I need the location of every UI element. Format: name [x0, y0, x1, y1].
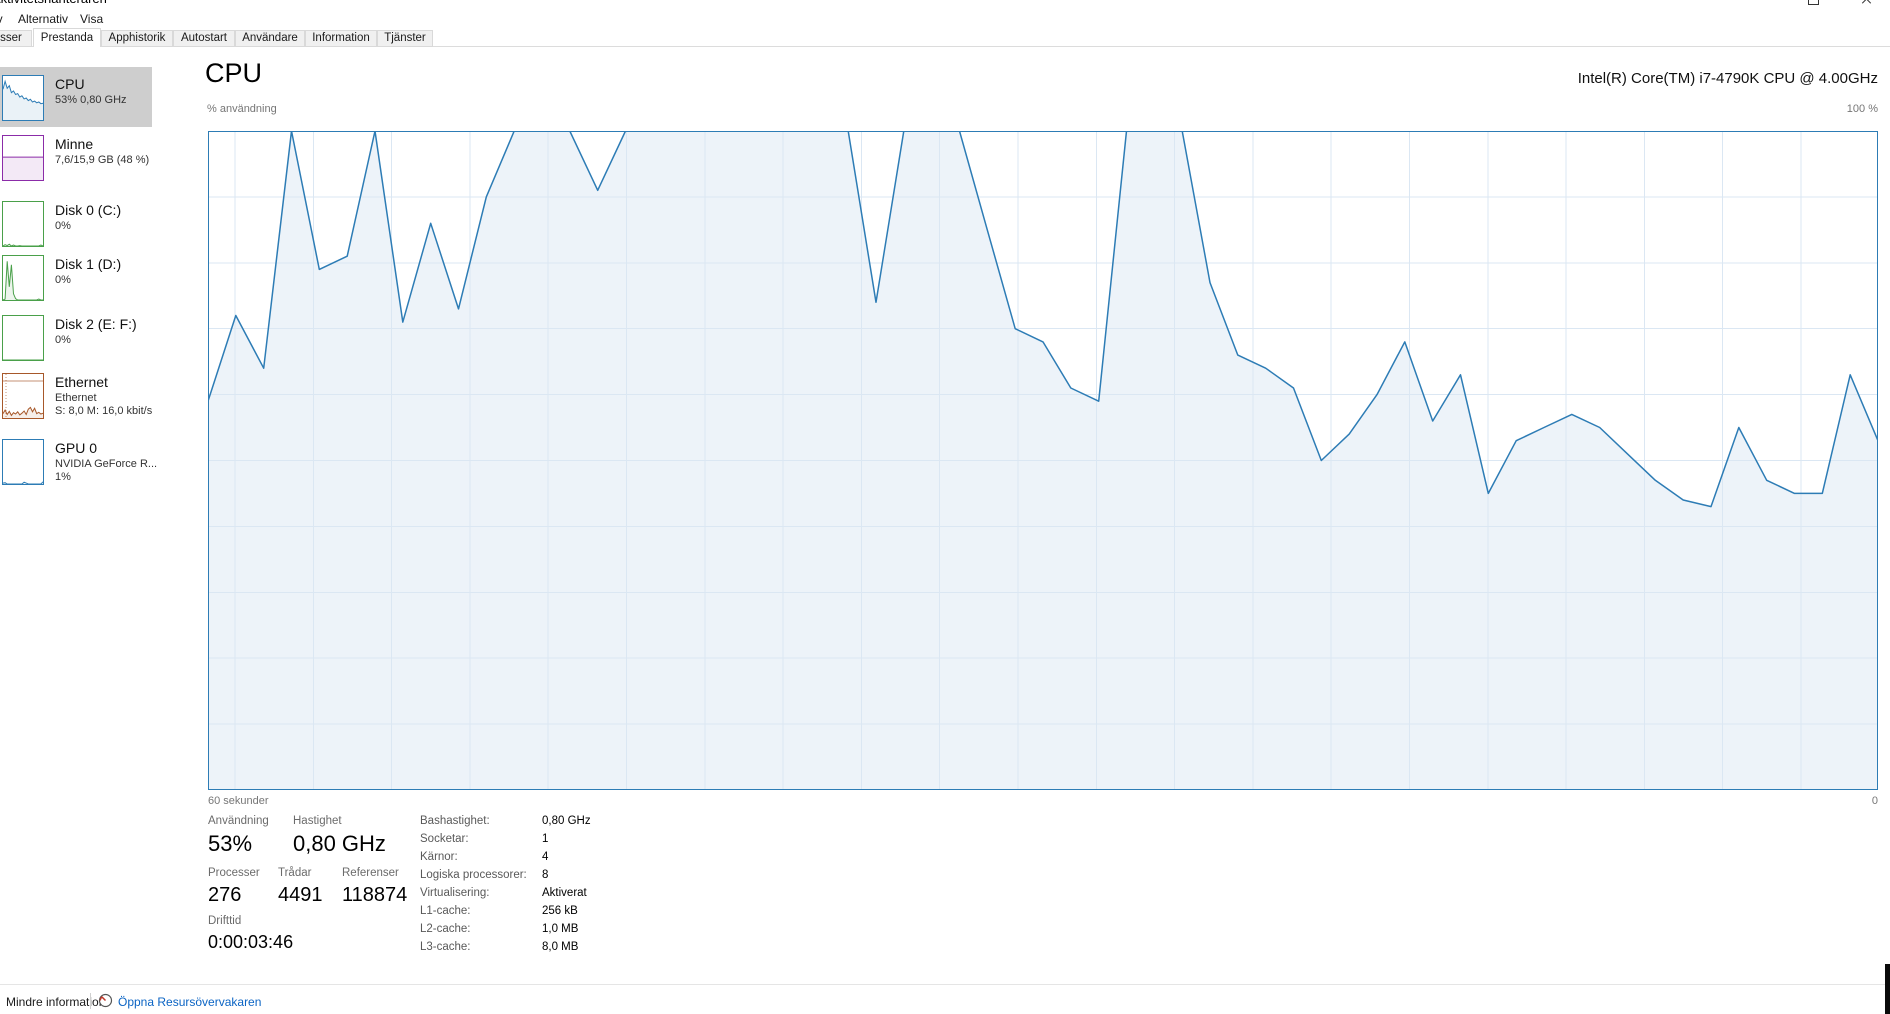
tab-strip-baseline [0, 46, 1890, 47]
menu-bar: Arkiv Alternativ Visa [0, 9, 1890, 28]
threads-value: 4491 [278, 884, 323, 906]
tab-strip: Processer Prestanda Apphistorik Autostar… [0, 28, 1890, 47]
sockets-label: Socketar: [420, 833, 469, 845]
sidebar-item-subtitle2: S: 8,0 M: 16,0 kbit/s [55, 405, 153, 417]
uptime-label: Drifttid [208, 915, 242, 927]
cores-value: 4 [542, 851, 549, 863]
chart-y-axis-label: % användning [207, 103, 277, 115]
tab-tjanster[interactable]: Tjänster [377, 30, 433, 47]
usage-label: Användning [208, 815, 269, 827]
logical-processors-label: Logiska processorer: [420, 869, 527, 881]
handles-value: 118874 [342, 884, 408, 906]
tab-processer[interactable]: Processer [0, 30, 32, 47]
tab-information[interactable]: Information [305, 30, 377, 47]
disk1-mini-chart-icon [2, 255, 44, 301]
menu-alternativ[interactable]: Alternativ [18, 12, 69, 26]
sidebar-item-subtitle: 7,6/15,9 GB (48 %) [55, 154, 150, 166]
resource-monitor-icon [98, 993, 113, 1008]
page-title: CPU [205, 58, 263, 88]
sidebar-item-disk2[interactable]: Disk 2 (E: F:) 0% [0, 307, 152, 367]
close-icon[interactable] [1861, 0, 1872, 4]
processes-value: 276 [208, 884, 242, 906]
sidebar-item-disk1[interactable]: Disk 1 (D:) 0% [0, 247, 152, 307]
logical-processors-value: 8 [542, 869, 549, 881]
sidebar-item-subtitle: 53% 0,80 GHz [55, 94, 127, 106]
l1-cache-value: 256 kB [542, 905, 578, 917]
virtualization-value: Aktiverat [542, 887, 587, 899]
sidebar-item-title: Ethernet [55, 374, 108, 390]
sidebar-item-title: Disk 1 (D:) [55, 256, 122, 272]
sidebar-item-subtitle: Ethernet [55, 392, 97, 404]
l3-cache-label: L3-cache: [420, 941, 471, 953]
sidebar-item-ethernet[interactable]: Ethernet Ethernet S: 8,0 M: 16,0 kbit/s [0, 365, 152, 425]
l2-cache-label: L2-cache: [420, 923, 471, 935]
sidebar-item-memory[interactable]: Minne 7,6/15,9 GB (48 %) [0, 127, 152, 187]
disk2-mini-chart-icon [2, 315, 44, 361]
sidebar-item-cpu[interactable]: CPU 53% 0,80 GHz [0, 67, 152, 127]
screen-edge-artifact [1885, 964, 1890, 1014]
less-details-button[interactable]: Mindre information [6, 995, 106, 1009]
sidebar-item-subtitle: 0% [55, 220, 71, 232]
cpu-mini-chart-icon [2, 75, 44, 121]
chart-x-right-label: 0 [1871, 795, 1878, 807]
chart-x-left-label: 60 sekunder [208, 795, 269, 807]
handles-label: Referenser [342, 867, 399, 879]
title-bar: Aktivitetshanteraren [0, 0, 1890, 9]
tab-autostart[interactable]: Autostart [173, 30, 235, 47]
virtualization-label: Virtualisering: [420, 887, 490, 899]
threads-label: Trådar [278, 867, 312, 879]
cores-label: Kärnor: [420, 851, 458, 863]
l2-cache-value: 1,0 MB [542, 923, 579, 935]
tab-prestanda[interactable]: Prestanda [33, 28, 101, 47]
ethernet-mini-chart-icon [2, 373, 44, 419]
base-speed-value: 0,80 GHz [542, 815, 591, 827]
sidebar-item-title: GPU 0 [55, 440, 98, 456]
base-speed-label: Bashastighet: [420, 815, 490, 827]
sidebar-item-title: Minne [55, 136, 94, 152]
menu-arkiv[interactable]: Arkiv [0, 12, 3, 26]
performance-sidebar: CPU 53% 0,80 GHz Minne 7,6/15,9 GB (48 %… [0, 47, 157, 985]
footer-separator [90, 993, 91, 1009]
l1-cache-label: L1-cache: [420, 905, 471, 917]
uptime-value: 0:00:03:46 [208, 932, 294, 952]
tab-anvandare[interactable]: Användare [235, 30, 305, 47]
sidebar-item-title: Disk 0 (C:) [55, 202, 122, 218]
gpu-mini-chart-icon [2, 439, 44, 485]
cpu-usage-chart-svg [207, 130, 1879, 790]
tab-apphistorik[interactable]: Apphistorik [101, 30, 173, 47]
sidebar-item-gpu[interactable]: GPU 0 NVIDIA GeForce R... 1% [0, 431, 157, 491]
sidebar-item-title: CPU [55, 76, 85, 92]
window-title: Aktivitetshanteraren [0, 0, 107, 6]
speed-label: Hastighet [293, 815, 342, 827]
disk0-mini-chart-icon [2, 201, 44, 247]
sidebar-item-disk0[interactable]: Disk 0 (C:) 0% [0, 193, 152, 253]
sockets-value: 1 [542, 833, 549, 845]
chart-y-max-label: 100 % [1846, 103, 1878, 115]
sidebar-item-subtitle: 0% [55, 274, 71, 286]
speed-value: 0,80 GHz [293, 831, 386, 856]
maximize-icon[interactable] [1808, 0, 1819, 5]
memory-mini-chart-icon [2, 135, 44, 181]
sidebar-item-subtitle: 0% [55, 334, 71, 346]
menu-visa[interactable]: Visa [80, 12, 104, 26]
open-resource-monitor-link[interactable]: Öppna Resursövervakaren [118, 995, 262, 1009]
cpu-usage-chart [207, 130, 1879, 790]
sidebar-item-subtitle: NVIDIA GeForce R... [55, 458, 158, 470]
footer-divider [0, 984, 1890, 985]
l3-cache-value: 8,0 MB [542, 941, 579, 953]
usage-value: 53% [208, 831, 253, 856]
processes-label: Processer [208, 867, 260, 879]
cpu-model-name: Intel(R) Core(TM) i7-4790K CPU @ 4.00GHz [1577, 70, 1878, 87]
sidebar-item-subtitle2: 1% [55, 471, 71, 483]
sidebar-item-title: Disk 2 (E: F:) [55, 316, 137, 332]
